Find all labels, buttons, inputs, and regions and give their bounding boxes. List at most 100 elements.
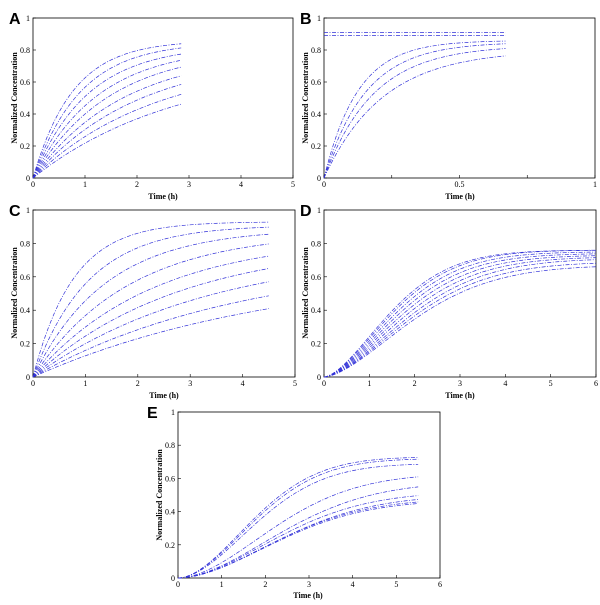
panel-c-xtick-label: 5	[293, 379, 297, 388]
panel-b-xlabel: Time (h)	[445, 192, 475, 201]
panel-e-xtick-label: 3	[307, 580, 311, 589]
panel-e: E 0 1 2 3 4 5 6 0 0.2 0.4 0.6 0.8 1 Time (h) Normali…	[147, 405, 442, 600]
panel-d-xlabel: Time (h)	[445, 391, 475, 400]
panel-b-ytick-label: 0.6	[311, 78, 321, 87]
panel-c-label: C	[9, 203, 21, 220]
panel-e-curve-4	[177, 476, 419, 579]
panel-e-xtick-label: 1	[220, 580, 224, 589]
panel-b-frame	[323, 17, 596, 179]
panel-c-ytick-label: 0.6	[20, 273, 30, 282]
panel-c-xtick-label: 4	[241, 379, 245, 388]
panel-a-curve-8	[32, 94, 182, 179]
panel-e-curve-9	[177, 503, 419, 579]
panel-b-xtick-label: 0	[322, 180, 326, 189]
panel-c-curve-5	[32, 255, 269, 378]
panel-a-xtick-label: 0	[31, 180, 35, 189]
panel-d-ylabel: Normalized Concentration	[301, 247, 310, 339]
panel-e-label: E	[147, 405, 158, 422]
panel-a-ticks: 0 1 2 3 4 5 0 0.2 0.4 0.6 0.8 1	[20, 14, 295, 189]
panel-b-ticks: 0 0.5 1 0 0.2 0.4 0.6 0.8 1	[311, 14, 597, 189]
panel-c-frame	[32, 209, 296, 378]
panel-d-curve-8	[323, 262, 597, 378]
panel-a: A 0 1 2 3 4 5 0 0.2 0.4 0.6 0.8 1 Time (h) Normaliz…	[9, 11, 295, 201]
panel-b-curve-1	[323, 40, 506, 179]
panel-d-xtick-label: 1	[367, 379, 371, 388]
panel-c-xtick-label: 0	[31, 379, 35, 388]
panel-b-xtick-label: 0.5	[455, 180, 465, 189]
panel-c-curve-6	[32, 268, 269, 378]
panel-b-curve-3	[323, 48, 506, 179]
panel-e-series	[177, 457, 419, 579]
panel-a-xtick-label: 3	[187, 180, 191, 189]
panel-e-curve-1	[177, 457, 419, 579]
panel-e-ticks: 0 1 2 3 4 5 6 0 0.2 0.4 0.6 0.8 1	[165, 408, 442, 589]
panel-d-xtick-label: 0	[322, 379, 326, 388]
panel-b-curve-4	[323, 55, 506, 179]
panel-d-curve-4	[323, 253, 597, 378]
panel-e-ytick-label: 0.4	[165, 508, 175, 517]
panel-a-xtick-label: 2	[135, 180, 139, 189]
panel-a-ytick-label: 0.6	[20, 78, 30, 87]
panel-d-ytick-label: 0.8	[311, 239, 321, 248]
panel-d-curve-1	[323, 249, 597, 378]
panel-d-curve-7	[323, 259, 597, 378]
panel-a-curve-1	[32, 43, 182, 179]
panel-b-ytick-label: 0.8	[311, 46, 321, 55]
panel-d-xtick-label: 3	[458, 379, 462, 388]
panel-d-curve-9	[323, 266, 597, 378]
panel-a-series	[32, 43, 182, 179]
panel-d-curve-6	[323, 257, 597, 378]
panel-a-frame	[32, 17, 294, 179]
panel-e-xtick-label: 5	[394, 580, 398, 589]
panel-d-series	[323, 249, 597, 378]
panel-b-curve-2	[323, 43, 506, 179]
panel-c-xtick-label: 3	[188, 379, 192, 388]
panel-b-ylabel: Normalized Concentration	[301, 52, 310, 144]
panel-d-ticks: 0 1 2 3 4 5 6 0 0.2 0.4 0.6 0.8 1	[311, 206, 598, 388]
panel-a-ytick-label: 0.4	[20, 110, 30, 119]
panel-d: D 0 1 2 3 4 5 6 0 0.2 0.4 0.6 0.8 1 Time (h) Normali…	[300, 203, 598, 400]
panel-a-curve-5	[32, 66, 182, 179]
panel-a-ytick-label: 0	[26, 174, 30, 183]
panel-c-ticks: 0 1 2 3 4 5 0 0.2 0.4 0.6 0.8 1	[20, 206, 297, 388]
panel-c-xlabel: Time (h)	[149, 391, 179, 400]
panel-d-xtick-label: 5	[549, 379, 553, 388]
panel-d-curve-2	[323, 249, 597, 378]
panel-a-ylabel: Normalized Concentration	[10, 52, 19, 144]
panel-d-curve-3	[323, 251, 597, 378]
panel-e-curve-5	[177, 486, 419, 579]
panel-e-ytick-label: 0.2	[165, 541, 175, 550]
panel-a-curve-3	[32, 53, 182, 179]
panel-a-ytick-label: 1	[26, 14, 30, 23]
panel-a-curve-2	[32, 47, 182, 179]
panel-e-curve-7	[177, 499, 419, 579]
panel-c-ytick-label: 1	[26, 206, 30, 215]
panel-e-ytick-label: 0.6	[165, 474, 175, 483]
panel-c-ytick-label: 0.2	[20, 340, 30, 349]
panel-c-curve-7	[32, 281, 269, 378]
panel-b-series	[323, 32, 506, 179]
panel-e-xlabel: Time (h)	[293, 591, 323, 600]
panel-e-curve-2	[177, 458, 419, 579]
panel-d-ytick-label: 1	[317, 206, 321, 215]
panel-e-xtick-label: 2	[263, 580, 267, 589]
panel-a-xtick-label: 4	[239, 180, 243, 189]
panel-a-xtick-label: 1	[83, 180, 87, 189]
panel-c-curve-2	[32, 226, 269, 378]
panel-e-ytick-label: 1	[171, 408, 175, 417]
panel-c-ytick-label: 0.8	[20, 239, 30, 248]
panel-d-ytick-label: 0	[317, 373, 321, 382]
panel-b-ytick-label: 0	[317, 174, 321, 183]
panel-a-ytick-label: 0.8	[20, 46, 30, 55]
panel-d-label: D	[300, 203, 312, 220]
panel-a-xlabel: Time (h)	[148, 192, 178, 201]
panel-e-frame	[177, 411, 441, 579]
panel-e-curve-6	[177, 495, 419, 579]
panel-c-curve-4	[32, 243, 269, 378]
panel-b-ytick-label: 0.2	[311, 142, 321, 151]
panel-c-series	[32, 221, 269, 378]
panel-c-ytick-label: 0.4	[20, 306, 30, 315]
panel-d-curve-5	[323, 255, 597, 378]
panel-c-curve-3	[32, 233, 269, 378]
panel-c-xtick-label: 1	[83, 379, 87, 388]
